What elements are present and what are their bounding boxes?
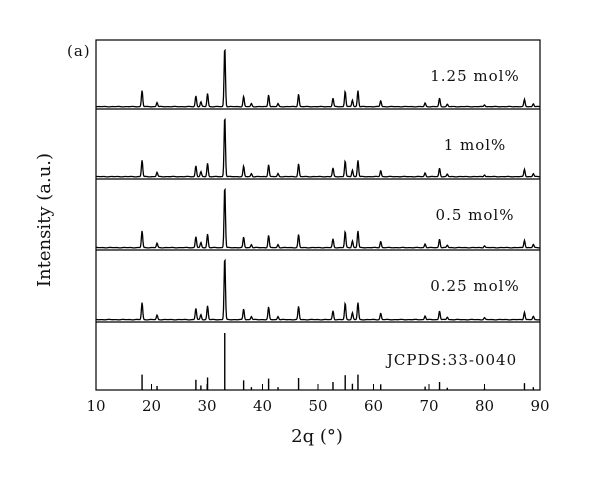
x-tick-label: 50 [308,397,327,415]
panel-4: 0.25 mol% [95,258,541,321]
x-tick-label: 10 [86,397,105,415]
x-axis-ticks: 10 20 30 40 50 60 70 80 90 [86,384,550,415]
panel-1: 1.25 mol% [95,48,541,108]
panel-5: JCPDS:33-0040 [141,333,535,390]
panel-label: 0.25 mol% [430,277,519,295]
x-tick-label: 20 [142,397,161,415]
panel-2: 1 mol% [95,117,541,178]
x-tick-label: 70 [419,397,438,415]
panel-label: JCPDS:33-0040 [385,351,517,369]
panel-label: 1 mol% [444,136,507,154]
y-axis-title: Intensity (a.u.) [34,153,55,287]
x-axis-title: 2q (°) [291,426,343,447]
x-tick-label: 80 [475,397,494,415]
panel-label: 1.25 mol% [430,67,519,85]
x-tick-label: 30 [197,397,216,415]
xrd-pattern-line [95,258,541,321]
panel-tag: (a) [67,42,91,60]
xrd-pattern-line [95,117,541,178]
panel-3: 0.5 mol% [95,187,541,249]
panels-group: 1.25 mol% 1 mol% 0.5 mol% 0.25 mol% JCPDS:33… [95,48,541,390]
x-tick-label: 90 [530,397,549,415]
xrd-pattern-line [95,187,541,249]
xrd-pattern-line [95,48,541,108]
x-tick-label: 60 [364,397,383,415]
x-tick-label: 40 [253,397,272,415]
panel-label: 0.5 mol% [436,206,515,224]
